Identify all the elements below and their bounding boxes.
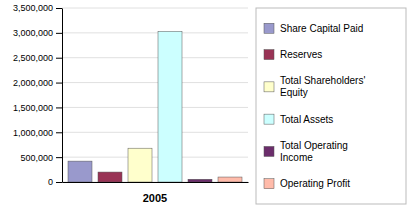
legend: Share Capital Paid Reserves Total Sharehol… bbox=[256, 8, 406, 204]
tick-mark bbox=[56, 182, 62, 183]
bar bbox=[128, 148, 152, 182]
tick-mark bbox=[56, 33, 62, 34]
legend-label: Total Assets bbox=[280, 114, 333, 125]
tick-mark bbox=[56, 157, 62, 158]
grid-line bbox=[62, 57, 248, 58]
bar bbox=[218, 177, 242, 182]
tick: 2,500,000 bbox=[13, 53, 62, 63]
legend-label: Total OperatingIncome bbox=[280, 140, 348, 163]
legend-label: Reserves bbox=[280, 49, 322, 60]
legend-swatch bbox=[264, 23, 274, 33]
tick-mark bbox=[56, 8, 62, 9]
bar bbox=[188, 179, 212, 182]
legend-entry: Reserves bbox=[264, 49, 322, 60]
tick: 3,000,000 bbox=[13, 28, 62, 38]
tick-label: 2,000,000 bbox=[13, 78, 53, 88]
tick-label: 500,000 bbox=[20, 153, 53, 163]
grid-line bbox=[62, 8, 248, 9]
bar bbox=[68, 161, 92, 182]
grid-line bbox=[62, 82, 248, 83]
legend-swatch bbox=[264, 146, 274, 156]
legend-label: Share Capital Paid bbox=[280, 23, 363, 34]
legend-entry: Total OperatingIncome bbox=[264, 140, 348, 163]
legend-swatch bbox=[264, 179, 274, 189]
tick-label: 2,500,000 bbox=[13, 53, 53, 63]
legend-label: Operating Profit bbox=[280, 178, 350, 189]
bars bbox=[68, 31, 242, 182]
tick-label: 3,500,000 bbox=[13, 3, 53, 13]
grid-line bbox=[62, 32, 248, 33]
grid bbox=[62, 8, 248, 182]
tick-mark bbox=[56, 132, 62, 133]
tick-mark bbox=[56, 107, 62, 108]
legend-entry: Operating Profit bbox=[264, 178, 350, 189]
axis-line bbox=[62, 9, 63, 183]
legend-label: Total Shareholders'Equity bbox=[280, 75, 365, 98]
grid-line bbox=[62, 157, 248, 158]
legend-entry: Total Shareholders'Equity bbox=[264, 75, 365, 98]
tick: 1,000,000 bbox=[13, 128, 62, 138]
grid-line bbox=[62, 132, 248, 133]
chart: 0 500,000 1,000,000 1,500,000 2,000,000 2,500… bbox=[0, 0, 412, 214]
legend-swatch bbox=[264, 50, 274, 60]
bar bbox=[98, 172, 122, 182]
legend-entry: Total Assets bbox=[264, 114, 333, 125]
tick: 2,000,000 bbox=[13, 78, 62, 88]
tick: 0 bbox=[48, 177, 62, 187]
tick-label: 1,000,000 bbox=[13, 128, 53, 138]
legend-swatch bbox=[264, 114, 274, 124]
grid-line bbox=[62, 107, 248, 108]
tick-label: 1,500,000 bbox=[13, 103, 53, 113]
axis-line bbox=[63, 182, 249, 183]
legend-box bbox=[256, 8, 406, 204]
legend-swatch bbox=[264, 82, 274, 92]
tick-label: 3,000,000 bbox=[13, 28, 53, 38]
legend-entry: Share Capital Paid bbox=[264, 23, 363, 34]
tick: 3,500,000 bbox=[13, 3, 62, 13]
title: 2005 bbox=[143, 192, 167, 204]
tick-mark bbox=[56, 58, 62, 59]
bar bbox=[158, 31, 182, 182]
x-axis bbox=[63, 182, 249, 183]
tick-label: 0 bbox=[48, 177, 53, 187]
y-axis: 0 500,000 1,000,000 1,500,000 2,000,000 2,500… bbox=[13, 3, 63, 187]
tick: 500,000 bbox=[20, 153, 62, 163]
tick-mark bbox=[56, 83, 62, 84]
tick: 1,500,000 bbox=[13, 103, 62, 113]
